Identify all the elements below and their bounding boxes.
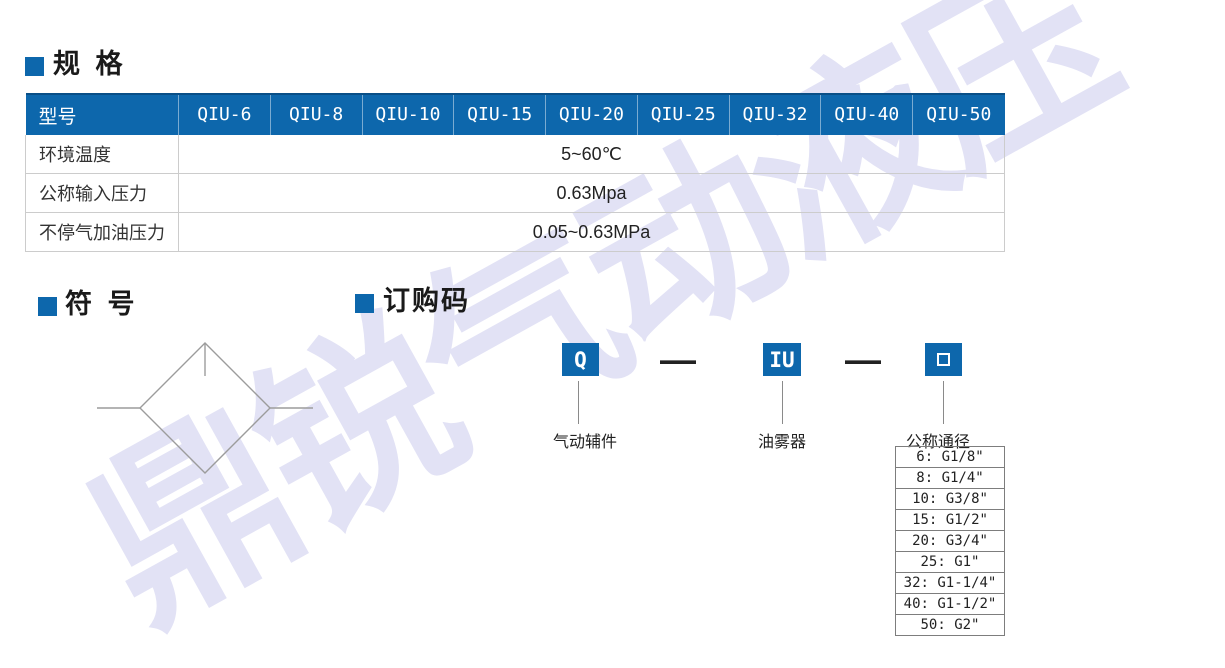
list-item: 20: G3/4" (895, 530, 1005, 552)
order-section-title: 订购码 (383, 286, 470, 316)
section-bullet-icon (25, 57, 44, 76)
order-code-label-q: 气动辅件 (552, 434, 617, 451)
order-code-q-text: Q (574, 347, 587, 372)
section-bullet-icon (355, 294, 374, 313)
spec-table-header-row: 型号 QIU-6 QIU-8 QIU-10 QIU-15 QIU-20 QIU-… (25, 93, 1005, 135)
table-row: 环境温度 5~60℃ (25, 135, 1005, 174)
order-code-block-iu: IU (763, 343, 801, 376)
table-row: 不停气加油压力 0.05~0.63MPa (25, 212, 1005, 252)
list-item: 32: G1-1/4" (895, 572, 1005, 594)
spec-header-qiu10: QIU-10 (362, 93, 455, 135)
table-row: 公称输入压力 0.63Mpa (25, 173, 1005, 213)
spec-header-qiu15: QIU-15 (453, 93, 547, 135)
spec-header-qiu8: QIU-8 (270, 93, 363, 135)
spec-header-qiu40: QIU-40 (820, 93, 914, 135)
spec-row-value: 0.05~0.63MPa (178, 212, 1005, 252)
spec-header-label: QIU-25 (650, 104, 716, 125)
spec-table: 型号 QIU-6 QIU-8 QIU-10 QIU-15 QIU-20 QIU-… (25, 93, 1005, 252)
size-option-list: 6: G1/8" 8: G1/4" 10: G3/8" 15: G1/2" 20… (895, 446, 1005, 636)
separator-dash: — (660, 339, 696, 380)
spec-header-qiu6: QIU-6 (178, 93, 271, 135)
spec-row-value: 5~60℃ (178, 135, 1005, 174)
spec-header-qiu32: QIU-32 (729, 93, 822, 135)
spec-header-label: QIU-10 (375, 104, 441, 125)
section-bullet-icon (38, 297, 57, 316)
spec-header-label: QIU-20 (558, 104, 624, 125)
spec-header-label: QIU-40 (834, 104, 900, 125)
spec-header-qiu20: QIU-20 (545, 93, 638, 135)
spec-header-qiu50: QIU-50 (912, 93, 1005, 135)
spec-header-label: QIU-32 (742, 104, 808, 125)
connector-line (943, 381, 944, 424)
lubricator-symbol-icon (97, 342, 313, 474)
connector-line (578, 381, 579, 424)
spec-header-label: QIU-15 (467, 104, 533, 125)
list-item: 6: G1/8" (895, 446, 1005, 468)
order-code-label-iu: 油雾器 (757, 434, 806, 451)
list-item: 10: G3/8" (895, 488, 1005, 510)
spec-row-label: 不停气加油压力 (25, 212, 179, 252)
order-code-block-size (925, 343, 962, 376)
list-item: 8: G1/4" (895, 467, 1005, 489)
size-placeholder-icon (937, 353, 950, 366)
list-item: 50: G2" (895, 614, 1005, 636)
symbol-section-title: 符 号 (65, 289, 139, 319)
spec-section-title: 规 格 (53, 49, 127, 79)
spec-header-label: QIU-50 (926, 104, 992, 125)
separator-dash: — (845, 339, 881, 380)
spec-header-label: QIU-8 (289, 104, 344, 125)
spec-header-label: QIU-6 (197, 104, 252, 125)
order-code-iu-text: IU (769, 347, 795, 372)
list-item: 40: G1-1/2" (895, 593, 1005, 615)
connector-line (782, 381, 783, 424)
spec-header-qiu25: QIU-25 (637, 93, 730, 135)
list-item: 15: G1/2" (895, 509, 1005, 531)
spec-header-model: 型号 (25, 93, 179, 135)
spec-row-label: 公称输入压力 (25, 173, 179, 213)
spec-row-label: 环境温度 (25, 135, 179, 174)
spec-row-value: 0.63Mpa (178, 173, 1005, 213)
order-code-block-q: Q (562, 343, 599, 376)
list-item: 25: G1" (895, 551, 1005, 573)
